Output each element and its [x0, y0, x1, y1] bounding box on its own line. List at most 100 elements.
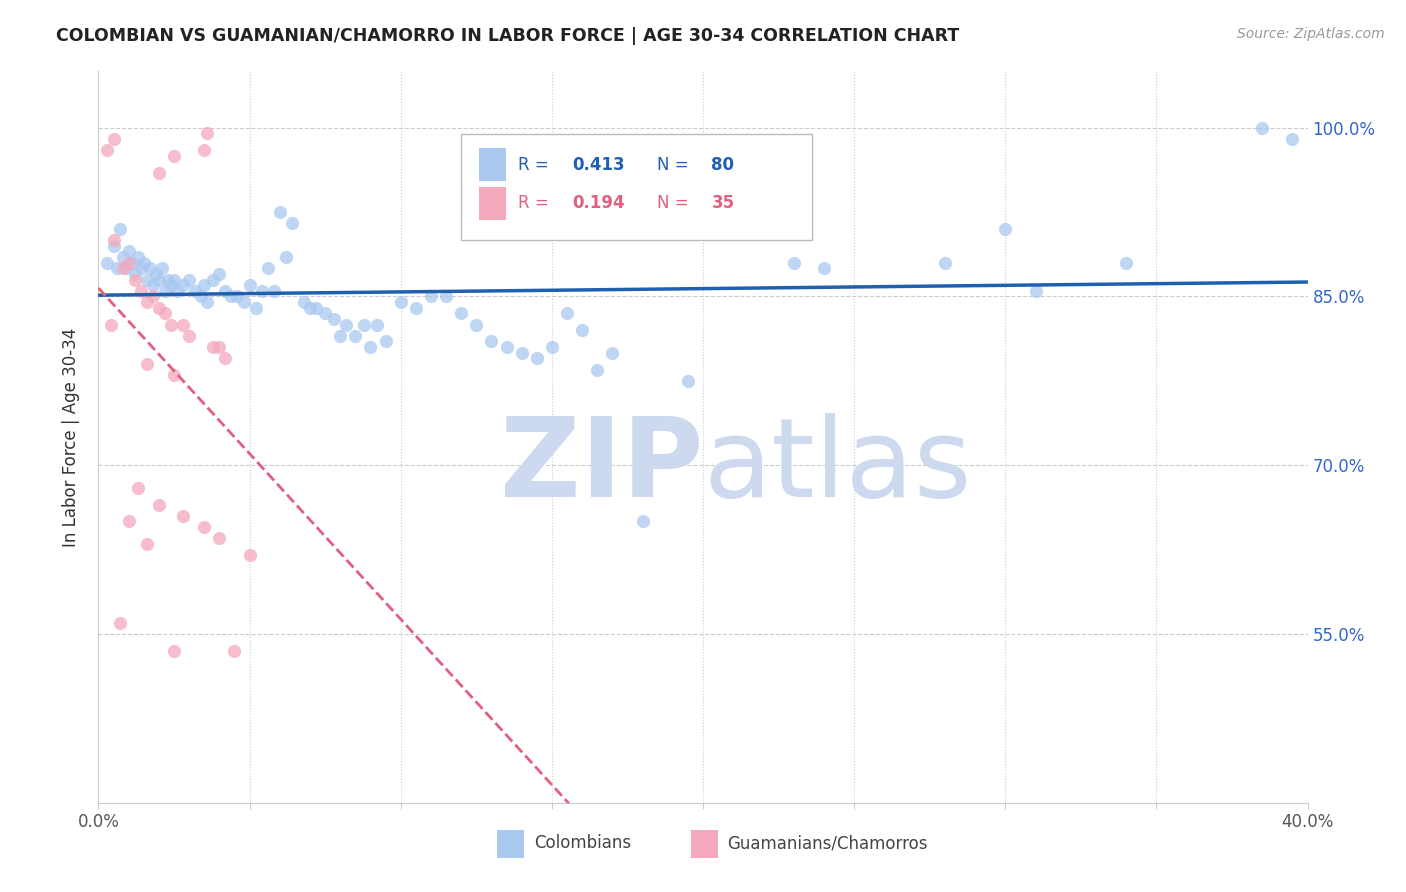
Point — [111, 250, 134, 264]
Point — [344, 328, 367, 343]
Point — [676, 374, 699, 388]
Point — [195, 295, 218, 310]
Point — [405, 301, 427, 315]
Point — [420, 289, 443, 303]
Point — [274, 250, 297, 264]
Point — [127, 250, 149, 264]
Point — [129, 284, 152, 298]
Point — [239, 548, 262, 562]
Point — [190, 289, 212, 303]
Point — [121, 255, 143, 269]
Point — [208, 532, 231, 546]
Point — [1024, 284, 1046, 298]
Point — [132, 255, 155, 269]
Point — [256, 261, 278, 276]
Point — [160, 278, 183, 293]
Point — [571, 323, 593, 337]
Point — [153, 306, 176, 320]
Point — [105, 261, 128, 276]
Point — [111, 261, 134, 276]
Point — [148, 166, 170, 180]
Point — [281, 216, 304, 230]
Text: atlas: atlas — [703, 413, 972, 520]
FancyBboxPatch shape — [498, 830, 524, 858]
Point — [1251, 120, 1274, 135]
Point — [226, 289, 249, 303]
Point — [135, 537, 157, 551]
Point — [163, 644, 186, 658]
Text: 0.413: 0.413 — [572, 155, 626, 174]
Point — [193, 143, 215, 157]
Text: 35: 35 — [711, 194, 734, 212]
FancyBboxPatch shape — [690, 830, 717, 858]
Point — [450, 306, 472, 320]
Point — [214, 284, 236, 298]
Text: R =: R = — [517, 155, 554, 174]
Point — [299, 301, 322, 315]
Point — [202, 340, 225, 354]
Point — [148, 498, 170, 512]
Point — [160, 318, 183, 332]
Point — [214, 351, 236, 366]
FancyBboxPatch shape — [479, 148, 506, 181]
Text: N =: N = — [657, 155, 695, 174]
Point — [202, 272, 225, 286]
Point — [124, 267, 146, 281]
Point — [353, 318, 375, 332]
Point — [150, 261, 173, 276]
Point — [163, 368, 186, 383]
Point — [783, 255, 806, 269]
Point — [148, 272, 170, 286]
Point — [129, 261, 152, 276]
Point — [163, 272, 186, 286]
Point — [179, 272, 201, 286]
Point — [184, 284, 207, 298]
Text: N =: N = — [657, 194, 695, 212]
Point — [555, 306, 578, 320]
Point — [124, 272, 146, 286]
Point — [465, 318, 488, 332]
Point — [250, 284, 273, 298]
Point — [163, 149, 186, 163]
Text: R =: R = — [517, 194, 554, 212]
Point — [108, 222, 131, 236]
Point — [510, 345, 533, 359]
Point — [221, 289, 243, 303]
FancyBboxPatch shape — [479, 187, 506, 219]
Point — [148, 301, 170, 315]
Point — [208, 340, 231, 354]
Point — [179, 328, 201, 343]
Point — [193, 520, 215, 534]
Point — [96, 143, 118, 157]
Point — [172, 508, 194, 523]
Point — [114, 261, 136, 276]
Point — [389, 295, 412, 310]
Point — [374, 334, 396, 349]
Text: 0.194: 0.194 — [572, 194, 626, 212]
Point — [153, 284, 176, 298]
Point — [145, 267, 167, 281]
Point — [586, 362, 609, 376]
Point — [305, 301, 328, 315]
Y-axis label: In Labor Force | Age 30-34: In Labor Force | Age 30-34 — [62, 327, 80, 547]
Point — [813, 261, 835, 276]
Point — [142, 289, 165, 303]
Point — [1281, 132, 1303, 146]
Point — [540, 340, 562, 354]
Point — [495, 340, 517, 354]
Point — [100, 318, 122, 332]
Point — [323, 312, 346, 326]
Point — [360, 340, 382, 354]
Point — [172, 318, 194, 332]
Point — [142, 278, 165, 293]
Point — [135, 357, 157, 371]
Point — [1115, 255, 1137, 269]
Point — [118, 244, 141, 259]
Point — [108, 615, 131, 630]
Point — [232, 295, 254, 310]
Point — [166, 284, 188, 298]
Point — [269, 205, 291, 219]
FancyBboxPatch shape — [461, 134, 811, 240]
Point — [118, 515, 141, 529]
Point — [526, 351, 548, 366]
